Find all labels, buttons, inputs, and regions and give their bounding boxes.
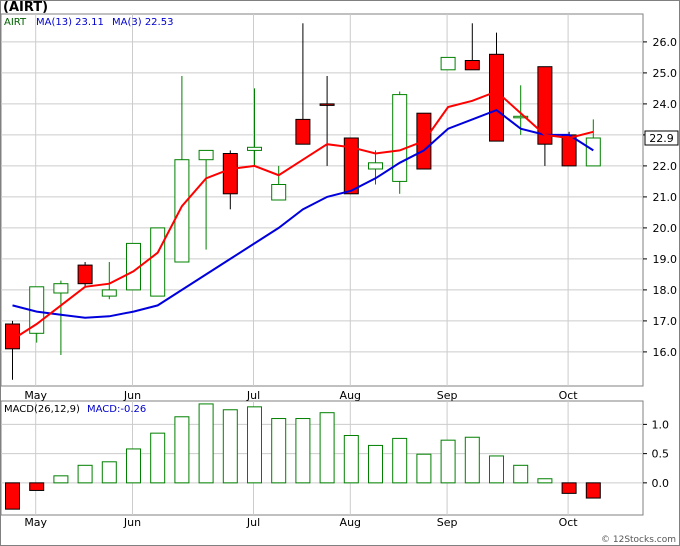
macd-bar	[29, 482, 45, 491]
macd-x-tick-label: Jul	[246, 516, 260, 529]
macd-bar	[585, 482, 601, 499]
candle-body	[489, 53, 504, 142]
candle-body	[343, 137, 359, 195]
candle-body	[5, 323, 20, 350]
price-y-tick-label: 26.0	[653, 36, 678, 49]
candle-body	[101, 289, 117, 297]
candle-body	[368, 162, 383, 170]
macd-bar	[440, 439, 456, 484]
last-price-label: 22.9	[649, 132, 674, 145]
macd-x-tick-label: Sep	[437, 516, 458, 529]
macd-bar	[368, 444, 383, 484]
candle-body	[271, 184, 287, 201]
macd-y-tick-label: 0.5	[652, 448, 670, 461]
macd-y-tick-label: 1.0	[652, 418, 670, 431]
price-x-tick-label: Oct	[559, 389, 579, 402]
candle-body	[513, 115, 529, 119]
macd-bar	[222, 409, 238, 484]
macd-bar	[174, 416, 190, 484]
macd-bar	[464, 436, 480, 484]
macd-bar	[295, 418, 311, 484]
price-x-tick-label: May	[24, 389, 47, 402]
macd-x-tick-label: May	[24, 516, 47, 529]
legend-macd-value: MACD:-0.26	[87, 404, 146, 415]
macd-x-tick-label: Aug	[340, 516, 361, 529]
candle-body	[295, 118, 311, 145]
macd-bar	[561, 482, 577, 494]
candle-body	[222, 153, 238, 195]
candle-body	[150, 227, 166, 297]
candle-body	[561, 134, 577, 167]
macd-bar	[537, 478, 553, 484]
macd-bar	[416, 453, 432, 484]
ma3-line	[11, 90, 594, 341]
price-x-tick-label: Aug	[340, 389, 361, 402]
candle-body	[53, 283, 69, 294]
macd-y-tick-label: 0.0	[652, 477, 670, 490]
macd-bar	[247, 406, 262, 484]
copyright-credit: © 12Stocks.com	[601, 535, 676, 545]
macd-bar	[513, 464, 529, 484]
macd-bar	[126, 448, 141, 484]
legend-macd-params: MACD(26,12,9)	[4, 404, 80, 415]
legend-ma3: MA(3) 22.53	[112, 17, 173, 28]
macd-bar	[319, 412, 335, 484]
macd-bar	[343, 434, 359, 484]
price-y-tick-label: 21.0	[653, 191, 678, 204]
macd-bar	[489, 455, 504, 484]
candle-body	[440, 56, 456, 71]
price-y-tick-label: 17.0	[653, 315, 678, 328]
candle-body	[174, 159, 190, 263]
candle-body	[77, 264, 93, 285]
candle-body	[464, 60, 480, 71]
price-y-tick-label: 20.0	[653, 222, 678, 235]
macd-bar	[392, 437, 408, 484]
candle-body	[198, 149, 214, 161]
macd-x-tick-label: Oct	[559, 516, 579, 529]
price-y-tick-label: 24.0	[653, 98, 678, 111]
macd-bar	[150, 432, 166, 484]
price-x-tick-label: Sep	[437, 389, 458, 402]
price-x-tick-label: Jul	[246, 389, 260, 402]
chart-title: (AIRT)	[3, 0, 49, 15]
macd-bar	[5, 482, 20, 510]
ma13-line	[12, 108, 594, 319]
macd-x-tick-label: Jun	[123, 516, 141, 529]
price-x-tick-label: Jun	[123, 389, 141, 402]
price-y-tick-label: 18.0	[653, 284, 678, 297]
macd-bar	[271, 418, 287, 484]
candle-body	[537, 66, 553, 145]
price-y-tick-label: 25.0	[653, 67, 678, 80]
macd-bar	[77, 464, 93, 484]
candle-body	[392, 94, 408, 182]
last-price-tag	[644, 130, 679, 146]
price-y-tick-label: 19.0	[653, 253, 678, 266]
legend-ticker: AIRT	[4, 17, 27, 28]
legend-ma13: MA(13) 23.11	[36, 17, 104, 28]
candle-body	[319, 103, 335, 106]
price-y-tick-label: 16.0	[653, 346, 678, 359]
macd-bar	[101, 461, 117, 484]
candle-body	[585, 137, 601, 167]
price-y-tick-label: 22.0	[653, 160, 678, 173]
candle-body	[247, 146, 262, 151]
macd-bar	[198, 403, 214, 484]
macd-bar	[53, 475, 69, 484]
